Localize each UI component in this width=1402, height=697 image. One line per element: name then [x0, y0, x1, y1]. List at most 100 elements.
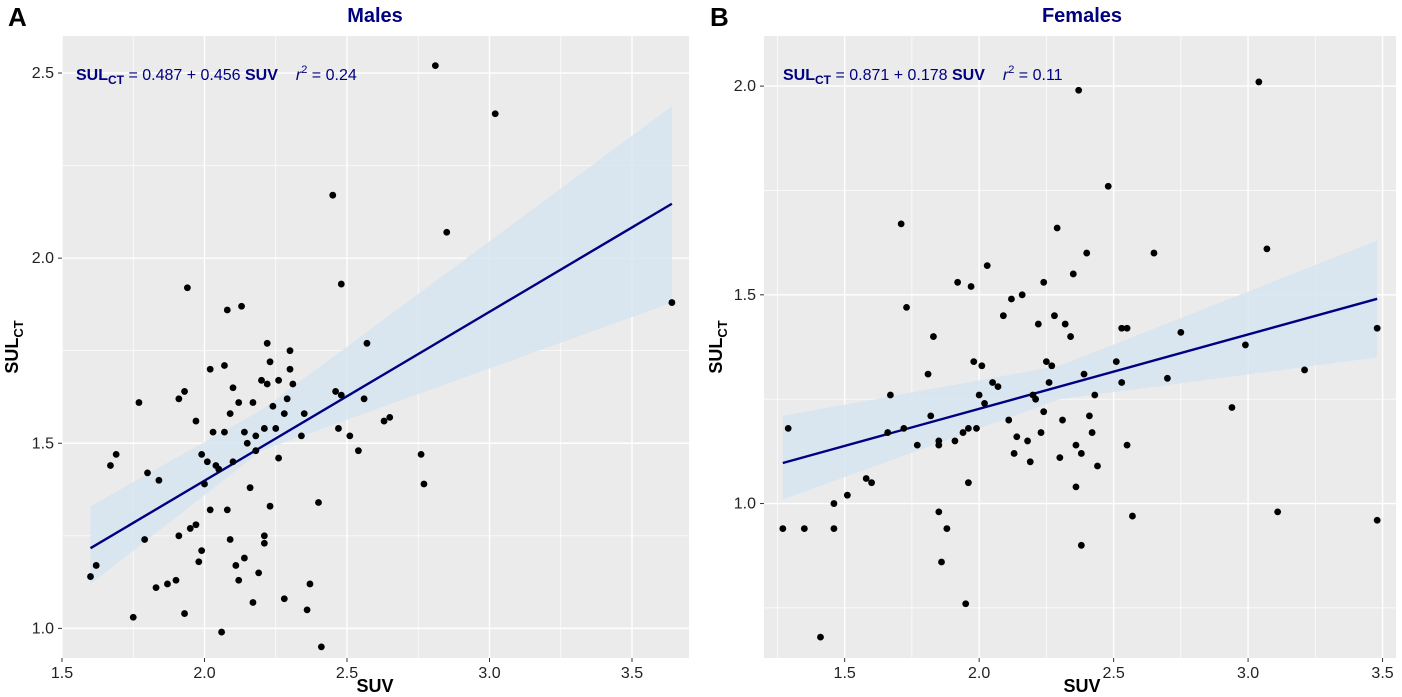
- panel-a-data-point: [246, 484, 254, 492]
- panel-b-eq-lhs-sub: CT: [815, 73, 832, 87]
- panel-a-eq-r2: = 0.24: [307, 67, 356, 84]
- panel-b-data-point: [897, 220, 905, 228]
- panel-a-data-point: [315, 499, 322, 506]
- panel-b-data-point: [989, 379, 996, 386]
- panel-b-data-point: [938, 558, 945, 566]
- panel-b: B Females 1.5 2.0 2.5 3.0 3.5 1.01.52.0 SULC…: [706, 2, 1396, 696]
- panel-b-data-point: [1094, 462, 1101, 470]
- panel-b-data-point: [964, 479, 972, 487]
- panel-b-data-point: [1075, 86, 1083, 94]
- panel-a-data-point: [258, 376, 265, 384]
- panel-b-label: B: [710, 2, 729, 32]
- panel-b-data-point: [943, 525, 951, 532]
- panel-b-data-point: [1255, 78, 1263, 86]
- panel-a-data-point: [286, 365, 294, 373]
- panel-b-data-point: [1040, 278, 1048, 286]
- panel-b-data-point: [1150, 249, 1158, 257]
- panel-b-y-tick-label: 1.5: [734, 287, 756, 304]
- panel-b-data-point: [843, 491, 851, 499]
- panel-a-x-tick-label: 2.5: [336, 665, 358, 682]
- panel-a-data-point: [221, 428, 228, 436]
- panel-a-y-tick-label: 1.0: [32, 620, 54, 637]
- panel-a-fit-line: [89, 202, 673, 550]
- panel-a-data-point: [266, 358, 274, 366]
- panel-b-x-axis-title: SUV: [1063, 676, 1100, 696]
- panel-b-data-point: [983, 262, 991, 269]
- panel-b-data-point: [1164, 374, 1171, 382]
- panel-a-data-point: [164, 580, 171, 588]
- panel-b-data-point: [970, 358, 978, 366]
- panel-a-data-point: [272, 425, 280, 432]
- panel-a-data-point: [155, 476, 163, 484]
- panel-b-fit-line-group: [782, 297, 1378, 465]
- panel-a-eq-coefs: = 0.487 + 0.456: [124, 67, 245, 84]
- panel-b-data-point: [1373, 516, 1381, 524]
- panel-a-data-point: [260, 532, 268, 540]
- panel-b-data-point: [959, 429, 967, 436]
- panel-b-y-tick-label: 2.0: [734, 78, 756, 95]
- panel-b-confidence-band: [782, 240, 1378, 500]
- panel-b-data-point: [954, 278, 962, 286]
- panel-b-data-point: [951, 437, 959, 445]
- panel-a-y-axis-title: SULCT: [2, 320, 26, 373]
- panel-a-data-point: [249, 399, 257, 406]
- panel-b-eq-coefs: = 0.871 + 0.178: [831, 67, 952, 84]
- panel-b-data-point: [1061, 320, 1069, 328]
- panel-b-y-axis-title: SULCT: [706, 320, 730, 373]
- panel-b-data-point: [1069, 270, 1077, 278]
- panel-a-data-point: [443, 228, 451, 236]
- panel-a-data-point: [280, 595, 288, 603]
- panel-b-data-point: [830, 525, 838, 532]
- panel-a-data-point: [260, 539, 268, 547]
- panel-b-data-point: [1118, 379, 1126, 386]
- panel-b-data-point: [1010, 450, 1018, 457]
- panel-b-y-tick-label: 1.0: [734, 496, 756, 513]
- panel-b-data-point: [1045, 379, 1053, 386]
- panel-a-data-point: [206, 365, 214, 373]
- panel-b-data-point: [1005, 416, 1013, 424]
- panel-b-x-tick-label: 1.5: [834, 665, 856, 682]
- panel-b-data-point: [1048, 362, 1056, 370]
- panel-b-data-point: [1123, 441, 1131, 449]
- panel-a-data-point: [181, 388, 188, 395]
- panel-b-data-point: [1072, 483, 1080, 491]
- panel-b-data-point: [800, 525, 808, 532]
- panel-a-data-point: [203, 458, 211, 466]
- panel-a-data-point: [129, 613, 137, 621]
- panel-a-data-point: [92, 562, 100, 569]
- panel-a-y-tick-label: 2.0: [32, 250, 54, 267]
- panel-a-data-point: [420, 480, 428, 488]
- panel-a-data-point: [209, 428, 217, 436]
- panel-b-eq-r2: = 0.11: [1014, 67, 1062, 84]
- panel-b-data-point: [973, 425, 980, 432]
- panel-a-data-point: [226, 410, 234, 418]
- panel-b-fit-line: [782, 297, 1378, 465]
- panel-b-y-title-main: SUL: [706, 338, 726, 374]
- panel-a-data-point: [263, 339, 271, 347]
- panel-a-data-point: [232, 562, 240, 569]
- panel-a-data-point: [198, 450, 206, 458]
- panel-a-x-tick-label: 3.5: [621, 665, 643, 682]
- panel-a-data-point: [175, 532, 183, 540]
- panel-b-data-point: [1177, 328, 1185, 336]
- panel-a-data-point: [275, 454, 282, 462]
- panel-a-ci-band: [90, 106, 672, 584]
- panel-a-data-point: [223, 306, 231, 314]
- panel-a-data-point: [337, 391, 345, 399]
- panel-a-data-point: [346, 432, 354, 440]
- panel-b-data-point: [779, 525, 787, 532]
- panel-a-data-point: [198, 547, 206, 555]
- panel-b-eq-r: r: [1003, 67, 1009, 84]
- panel-a-data-point: [252, 432, 260, 440]
- panel-a-data-point: [223, 506, 231, 514]
- panel-b-data-point: [1077, 450, 1085, 457]
- panel-a-x-tick-label: 2.0: [193, 665, 215, 682]
- panel-b-data-point: [1241, 341, 1249, 349]
- panel-b-data-point: [1077, 541, 1085, 549]
- panel-b-data-point: [868, 479, 875, 487]
- panel-a-data-point: [289, 380, 297, 388]
- panel-a-data-point: [298, 432, 305, 440]
- panel-b-eq-r-exp: 2: [1008, 64, 1014, 76]
- panel-a-data-point: [186, 525, 194, 532]
